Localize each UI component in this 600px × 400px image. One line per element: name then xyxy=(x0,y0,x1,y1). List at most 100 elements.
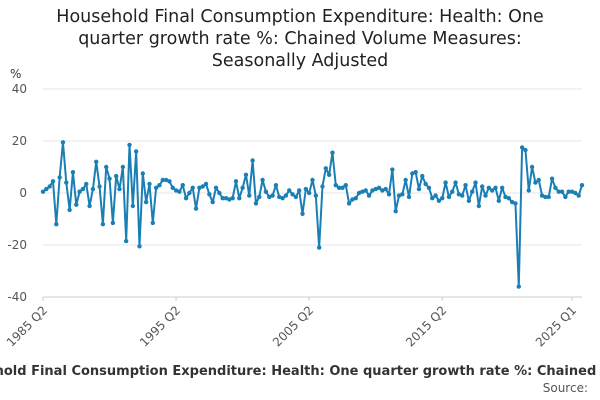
data-point xyxy=(290,192,295,197)
data-point xyxy=(410,171,415,176)
data-point xyxy=(433,193,438,198)
data-point xyxy=(133,149,139,154)
data-point xyxy=(57,175,62,180)
data-point xyxy=(559,189,565,194)
data-point xyxy=(353,196,358,201)
data-point xyxy=(80,186,86,192)
data-point xyxy=(436,198,442,203)
data-point xyxy=(479,184,485,189)
data-point xyxy=(453,180,458,185)
data-point xyxy=(113,173,119,179)
data-point xyxy=(343,183,348,188)
legend-item-series[interactable]: Household Final Consumption Expenditure:… xyxy=(0,364,600,379)
data-point xyxy=(40,189,46,194)
data-point xyxy=(140,171,146,176)
data-point xyxy=(213,185,219,190)
data-point xyxy=(117,186,122,192)
data-point xyxy=(443,180,448,185)
data-point xyxy=(346,201,352,206)
data-point xyxy=(463,183,468,188)
data-point xyxy=(293,194,299,200)
data-point xyxy=(296,188,302,193)
data-point xyxy=(380,188,385,193)
data-point xyxy=(200,184,205,189)
data-point xyxy=(237,196,242,201)
data-point xyxy=(70,170,76,175)
data-point xyxy=(267,194,272,200)
x-tick-label: 2005 Q2 xyxy=(270,303,316,349)
data-point xyxy=(576,193,581,198)
data-point xyxy=(460,193,465,198)
data-point xyxy=(529,164,535,170)
data-point xyxy=(393,209,398,214)
data-point xyxy=(336,185,342,190)
data-point xyxy=(210,199,215,205)
data-point xyxy=(506,196,512,201)
data-point xyxy=(203,181,209,187)
data-point xyxy=(526,188,531,193)
chart-title: Household Final Consumption Expenditure:… xyxy=(10,6,590,72)
source-label: Source: xyxy=(542,381,588,395)
data-point xyxy=(420,173,425,179)
data-point xyxy=(450,189,455,194)
data-point xyxy=(496,198,502,203)
data-point xyxy=(260,177,265,183)
data-point xyxy=(163,177,169,183)
y-tick-label: 40 xyxy=(12,82,27,96)
data-point xyxy=(177,189,182,194)
data-point xyxy=(150,220,155,226)
data-point xyxy=(430,196,435,201)
data-point xyxy=(263,189,269,194)
data-point xyxy=(320,184,325,189)
x-tick-label: 2015 Q2 xyxy=(403,303,449,349)
data-point xyxy=(533,180,538,185)
data-point xyxy=(123,238,129,244)
data-point xyxy=(569,189,575,194)
x-tick-label: 2025 Q1 xyxy=(533,303,579,349)
data-point xyxy=(167,179,172,184)
data-point xyxy=(197,185,202,190)
data-point xyxy=(44,186,49,192)
data-point xyxy=(406,194,412,200)
data-point xyxy=(173,188,179,193)
data-point xyxy=(250,158,255,163)
data-point xyxy=(383,186,388,192)
data-point xyxy=(147,181,152,187)
y-tick-label: -20 xyxy=(7,238,27,252)
data-point xyxy=(227,197,232,202)
data-point xyxy=(366,193,372,198)
data-point xyxy=(67,207,72,213)
data-point xyxy=(157,183,162,188)
data-point xyxy=(470,189,475,194)
data-point xyxy=(270,193,275,198)
data-point xyxy=(77,189,82,194)
data-point xyxy=(326,172,332,177)
chart-title-line-2: quarter growth rate %: Chained Volume Me… xyxy=(78,29,522,49)
data-point xyxy=(509,199,515,205)
data-point xyxy=(323,166,329,171)
series-line xyxy=(42,141,583,288)
data-point xyxy=(483,193,488,198)
data-point xyxy=(137,244,142,249)
data-point xyxy=(230,196,235,201)
data-point xyxy=(280,196,285,201)
data-point xyxy=(473,180,478,185)
data-point xyxy=(499,185,505,190)
data-point xyxy=(247,193,252,198)
y-tick-label: 0 xyxy=(19,186,27,200)
chart-title-line-1: Household Final Consumption Expenditure:… xyxy=(56,7,544,27)
series-markers xyxy=(40,140,585,289)
data-point xyxy=(493,185,498,190)
data-point xyxy=(413,170,418,175)
data-point xyxy=(350,197,355,202)
data-point xyxy=(74,202,79,207)
data-point xyxy=(519,145,525,150)
data-point xyxy=(94,159,99,164)
data-point xyxy=(426,185,432,190)
data-point xyxy=(50,179,56,184)
data-point xyxy=(503,194,508,200)
data-point xyxy=(313,193,319,198)
data-point xyxy=(360,189,365,194)
data-point xyxy=(566,189,571,194)
